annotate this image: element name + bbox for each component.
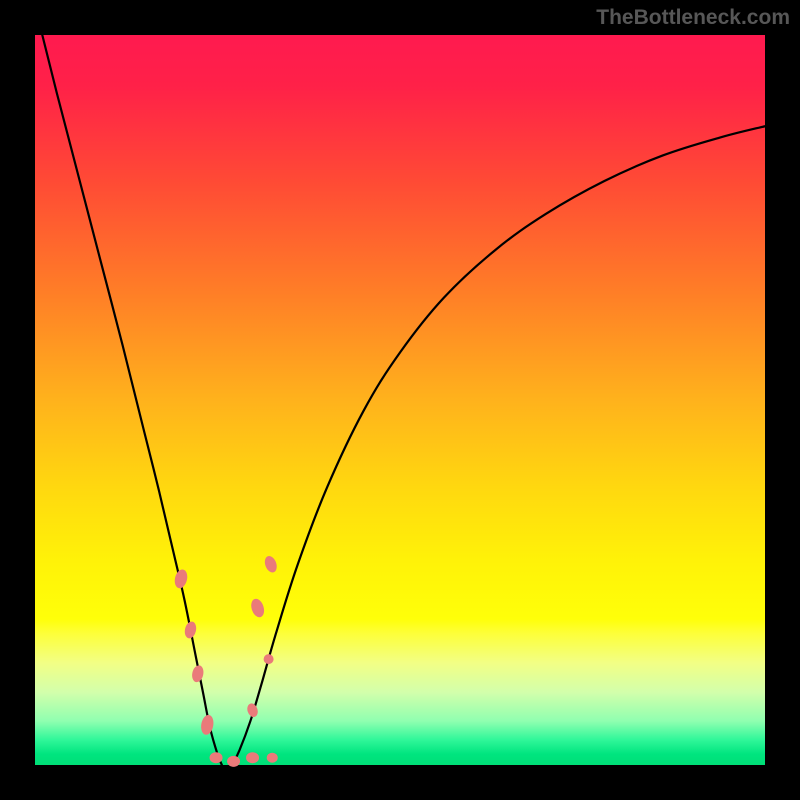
chart-svg [0, 0, 800, 800]
marker-point [228, 756, 240, 766]
watermark-text: TheBottleneck.com [596, 6, 790, 30]
chart-frame: TheBottleneck.com [0, 0, 800, 800]
marker-point [267, 753, 277, 762]
marker-point [210, 753, 222, 763]
marker-point [264, 655, 273, 664]
plot-background [35, 35, 765, 765]
marker-point [247, 753, 259, 763]
